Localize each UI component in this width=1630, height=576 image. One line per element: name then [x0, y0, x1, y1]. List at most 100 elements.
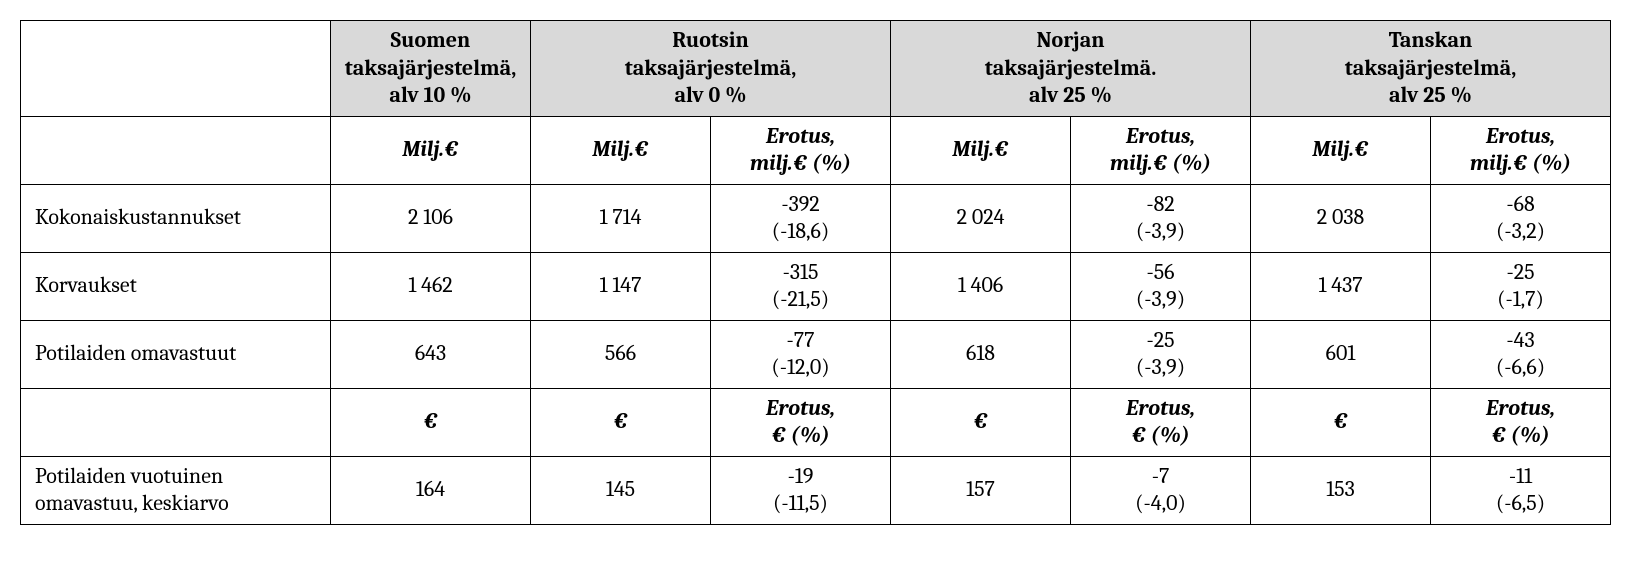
header-suomen-l1: Suomen: [341, 27, 520, 55]
cell-value: 153: [1251, 456, 1431, 524]
cell-diff: -56 (-3,9): [1071, 252, 1251, 320]
row-label-omavastuut: Potilaiden omavastuut: [21, 320, 331, 388]
diff-pct: (-3,9): [1081, 218, 1240, 246]
subheader-erotus-l1: Erotus,: [1441, 395, 1600, 423]
subheader-erotus-l1: Erotus,: [1441, 123, 1600, 151]
diff-abs: -315: [721, 259, 880, 287]
cell-value: 2 038: [1251, 184, 1431, 252]
cell-value: 1 437: [1251, 252, 1431, 320]
subheader-norjan-erotus: Erotus, milj.€ (%): [1071, 116, 1251, 184]
header-empty: [21, 21, 331, 117]
cell-diff: -82 (-3,9): [1071, 184, 1251, 252]
table-header-row: Suomen taksajärjestelmä, alv 10 % Ruotsi…: [21, 21, 1611, 117]
subheader-tanskan-milj: Milj.€: [1251, 116, 1431, 184]
diff-abs: -82: [1081, 191, 1240, 219]
diff-abs: -11: [1441, 463, 1600, 491]
diff-pct: (-3,2): [1441, 218, 1600, 246]
diff-pct: (-6,5): [1441, 490, 1600, 518]
cell-diff: -77 (-12,0): [711, 320, 891, 388]
diff-abs: -56: [1081, 259, 1240, 287]
row-label-korvaukset: Korvaukset: [21, 252, 331, 320]
header-norjan-l3: alv 25 %: [901, 82, 1240, 110]
diff-pct: (-3,9): [1081, 286, 1240, 314]
cell-value: 2 106: [331, 184, 531, 252]
subheader-erotus-l2: € (%): [1081, 422, 1240, 450]
cell-value: 1 714: [531, 184, 711, 252]
subheader-erotus-l2: € (%): [1441, 422, 1600, 450]
table-row: Korvaukset 1 462 1 147 -315 (-21,5) 1 40…: [21, 252, 1611, 320]
diff-abs: -25: [1441, 259, 1600, 287]
row-label-vuotuinen-l2: omavastuu, keskiarvo: [35, 490, 320, 518]
diff-pct: (-4,0): [1081, 490, 1240, 518]
cell-diff: -7 (-4,0): [1071, 456, 1251, 524]
subheader-empty: [21, 388, 331, 456]
diff-abs: -392: [721, 191, 880, 219]
header-tanskan: Tanskan taksajärjestelmä, alv 25 %: [1251, 21, 1611, 117]
diff-pct: (-1,7): [1441, 286, 1600, 314]
header-ruotsin-l2: taksajärjestelmä,: [541, 55, 880, 83]
header-tanskan-l2: taksajärjestelmä,: [1261, 55, 1600, 83]
cell-value: 643: [331, 320, 531, 388]
subheader-tanskan-erotus: Erotus, milj.€ (%): [1431, 116, 1611, 184]
cell-value: 1 462: [331, 252, 531, 320]
subheader-suomen-milj: Milj.€: [331, 116, 531, 184]
subheader-norjan-erotus-eur: Erotus, € (%): [1071, 388, 1251, 456]
diff-abs: -19: [721, 463, 880, 491]
subheader-suomen-eur: €: [331, 388, 531, 456]
cell-value: 1 406: [891, 252, 1071, 320]
diff-pct: (-12,0): [721, 354, 880, 382]
cell-value: 2 024: [891, 184, 1071, 252]
row-label-vuotuinen-l1: Potilaiden vuotuinen: [35, 463, 320, 491]
cell-diff: -43 (-6,6): [1431, 320, 1611, 388]
header-suomen: Suomen taksajärjestelmä, alv 10 %: [331, 21, 531, 117]
header-tanskan-l1: Tanskan: [1261, 27, 1600, 55]
cell-value: 566: [531, 320, 711, 388]
subheader-erotus-l1: Erotus,: [1081, 123, 1240, 151]
cell-value: 618: [891, 320, 1071, 388]
subheader-erotus-l1: Erotus,: [721, 123, 880, 151]
diff-abs: -25: [1081, 327, 1240, 355]
subheader-norjan-eur: €: [891, 388, 1071, 456]
header-suomen-l2: taksajärjestelmä,: [341, 55, 520, 83]
subheader-erotus-l1: Erotus,: [1081, 395, 1240, 423]
subheader-tanskan-eur: €: [1251, 388, 1431, 456]
cell-diff: -25 (-1,7): [1431, 252, 1611, 320]
header-ruotsin-l3: alv 0 %: [541, 82, 880, 110]
comparison-table: Suomen taksajärjestelmä, alv 10 % Ruotsi…: [20, 20, 1611, 525]
cell-value: 1 147: [531, 252, 711, 320]
subheader-ruotsin-eur: €: [531, 388, 711, 456]
table-subheader-row-mid: € € Erotus, € (%) € Erotus, € (%) € Erot…: [21, 388, 1611, 456]
diff-pct: (-21,5): [721, 286, 880, 314]
cell-diff: -315 (-21,5): [711, 252, 891, 320]
header-norjan-l1: Norjan: [901, 27, 1240, 55]
subheader-erotus-l2: milj.€ (%): [1441, 150, 1600, 178]
row-label-kokonaiskustannukset: Kokonaiskustannukset: [21, 184, 331, 252]
table-row: Kokonaiskustannukset 2 106 1 714 -392 (-…: [21, 184, 1611, 252]
header-tanskan-l3: alv 25 %: [1261, 82, 1600, 110]
diff-pct: (-6,6): [1441, 354, 1600, 382]
cell-diff: -25 (-3,9): [1071, 320, 1251, 388]
cell-value: 157: [891, 456, 1071, 524]
row-label-vuotuinen: Potilaiden vuotuinen omavastuu, keskiarv…: [21, 456, 331, 524]
table-subheader-row-top: Milj.€ Milj.€ Erotus, milj.€ (%) Milj.€ …: [21, 116, 1611, 184]
diff-pct: (-3,9): [1081, 354, 1240, 382]
cell-value: 601: [1251, 320, 1431, 388]
subheader-ruotsin-milj: Milj.€: [531, 116, 711, 184]
subheader-erotus-l2: milj.€ (%): [721, 150, 880, 178]
diff-abs: -43: [1441, 327, 1600, 355]
subheader-ruotsin-erotus: Erotus, milj.€ (%): [711, 116, 891, 184]
header-ruotsin-l1: Ruotsin: [541, 27, 880, 55]
subheader-empty: [21, 116, 331, 184]
diff-pct: (-18,6): [721, 218, 880, 246]
subheader-tanskan-erotus-eur: Erotus, € (%): [1431, 388, 1611, 456]
cell-value: 164: [331, 456, 531, 524]
table-row: Potilaiden vuotuinen omavastuu, keskiarv…: [21, 456, 1611, 524]
subheader-norjan-milj: Milj.€: [891, 116, 1071, 184]
diff-pct: (-11,5): [721, 490, 880, 518]
cell-diff: -392 (-18,6): [711, 184, 891, 252]
header-ruotsin: Ruotsin taksajärjestelmä, alv 0 %: [531, 21, 891, 117]
diff-abs: -7: [1081, 463, 1240, 491]
subheader-erotus-l2: € (%): [721, 422, 880, 450]
cell-diff: -11 (-6,5): [1431, 456, 1611, 524]
subheader-erotus-l2: milj.€ (%): [1081, 150, 1240, 178]
